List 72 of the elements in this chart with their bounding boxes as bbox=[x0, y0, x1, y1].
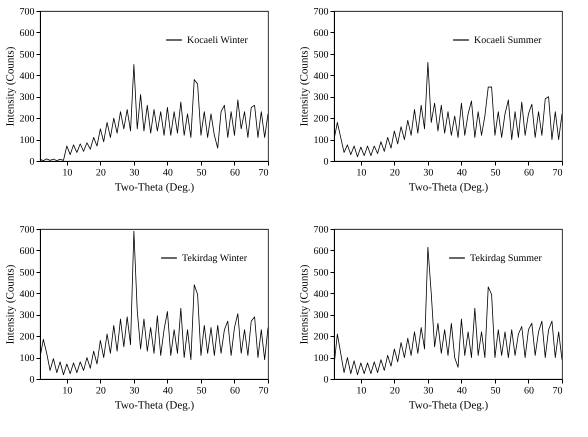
y-tick-label: 400 bbox=[314, 288, 328, 300]
x-tick-label: 50 bbox=[490, 386, 500, 396]
y-axis-title: Intensity (Counts) bbox=[4, 264, 16, 344]
y-axis-title: Intensity (Counts) bbox=[298, 46, 310, 126]
y-tick-label: 100 bbox=[20, 135, 34, 146]
y-tick-label: 300 bbox=[314, 310, 328, 322]
legend-label: Kocaeli Winter bbox=[187, 35, 248, 46]
y-axis-title: Intensity (Counts) bbox=[298, 264, 310, 344]
x-axis-title: Two-Theta (Deg.) bbox=[114, 182, 194, 194]
x-tick-label: 20 bbox=[390, 386, 400, 396]
x-tick-label: 70 bbox=[552, 386, 562, 396]
y-tick-label: 0 bbox=[30, 374, 34, 386]
x-tick-label: 30 bbox=[129, 386, 140, 396]
x-tick-label: 10 bbox=[356, 386, 366, 396]
y-tick-label: 700 bbox=[20, 6, 34, 18]
y-tick-label: 500 bbox=[314, 49, 328, 60]
y-tick-label: 0 bbox=[30, 156, 34, 168]
y-tick-label: 300 bbox=[20, 310, 34, 322]
y-tick-label: 500 bbox=[314, 267, 328, 278]
y-axis-title: Intensity (Counts) bbox=[4, 46, 16, 126]
y-tick-label: 0 bbox=[324, 156, 328, 168]
x-tick-label: 50 bbox=[196, 168, 206, 178]
x-tick-label: 40 bbox=[456, 168, 467, 178]
x-tick-label: 70 bbox=[258, 386, 268, 396]
y-tick-label: 300 bbox=[314, 92, 328, 104]
y-tick-label: 500 bbox=[20, 49, 34, 60]
legend-label: Tekirdag Summer bbox=[470, 253, 542, 264]
x-tick-label: 10 bbox=[356, 168, 366, 178]
y-tick-label: 400 bbox=[20, 70, 34, 82]
y-tick-label: 700 bbox=[20, 224, 34, 236]
y-tick-label: 0 bbox=[324, 374, 328, 386]
y-tick-label: 200 bbox=[20, 332, 34, 343]
x-tick-label: 30 bbox=[129, 168, 140, 178]
x-tick-label: 60 bbox=[230, 168, 240, 178]
y-tick-label: 600 bbox=[314, 28, 328, 39]
x-tick-label: 50 bbox=[490, 168, 500, 178]
legend-label: Kocaeli Summer bbox=[474, 35, 542, 46]
x-tick-label: 10 bbox=[62, 168, 72, 178]
x-tick-label: 30 bbox=[423, 386, 434, 396]
y-tick-label: 200 bbox=[314, 114, 328, 125]
y-tick-label: 500 bbox=[20, 267, 34, 278]
y-tick-label: 100 bbox=[20, 353, 34, 364]
x-axis-title: Two-Theta (Deg.) bbox=[408, 400, 488, 412]
y-tick-label: 600 bbox=[20, 28, 34, 39]
y-tick-label: 200 bbox=[20, 114, 34, 125]
x-tick-label: 50 bbox=[196, 386, 206, 396]
legend-label: Tekirdag Winter bbox=[182, 253, 248, 264]
x-axis-title: Two-Theta (Deg.) bbox=[114, 400, 194, 412]
x-tick-label: 20 bbox=[390, 168, 400, 178]
y-tick-label: 400 bbox=[20, 288, 34, 300]
x-tick-label: 60 bbox=[524, 168, 534, 178]
y-tick-label: 400 bbox=[314, 70, 328, 82]
x-tick-label: 70 bbox=[552, 168, 562, 178]
x-tick-label: 60 bbox=[524, 386, 534, 396]
y-tick-label: 100 bbox=[314, 135, 328, 146]
x-tick-label: 40 bbox=[162, 386, 173, 396]
x-tick-label: 20 bbox=[96, 386, 106, 396]
y-tick-label: 600 bbox=[20, 246, 34, 257]
x-tick-label: 30 bbox=[423, 168, 434, 178]
x-tick-label: 40 bbox=[456, 386, 467, 396]
x-tick-label: 60 bbox=[230, 386, 240, 396]
x-tick-label: 70 bbox=[258, 168, 268, 178]
y-tick-label: 600 bbox=[314, 246, 328, 257]
y-tick-label: 700 bbox=[314, 6, 328, 18]
y-tick-label: 300 bbox=[20, 92, 34, 104]
y-tick-label: 700 bbox=[314, 224, 328, 236]
x-axis-title: Two-Theta (Deg.) bbox=[408, 182, 488, 194]
y-tick-label: 200 bbox=[314, 332, 328, 343]
x-tick-label: 40 bbox=[162, 168, 173, 178]
x-tick-label: 20 bbox=[96, 168, 106, 178]
y-tick-label: 100 bbox=[314, 353, 328, 364]
x-tick-label: 10 bbox=[62, 386, 72, 396]
